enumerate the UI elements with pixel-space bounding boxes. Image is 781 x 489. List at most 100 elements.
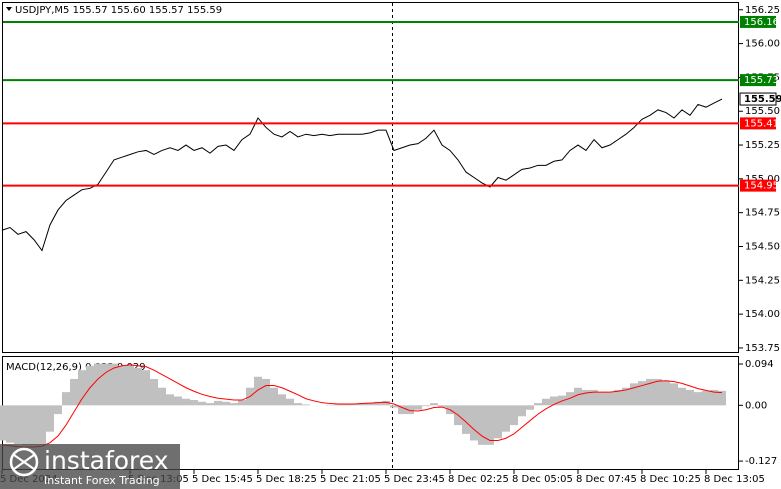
macd-bar [198, 401, 206, 406]
macd-bar [22, 405, 30, 445]
macd-bar [686, 389, 694, 406]
macd-bar [534, 403, 542, 406]
macd-bar [286, 398, 294, 406]
level-label: 155.41 [744, 118, 779, 129]
level-label-box [740, 179, 776, 192]
macd-bar [550, 396, 558, 406]
macd-bar [222, 401, 230, 406]
macd-bar [262, 378, 270, 406]
macd-bar [174, 396, 182, 406]
macd-bar [518, 405, 526, 417]
macd-bar [270, 387, 278, 406]
x-tick-label: 8 Dec 13:05 [704, 474, 765, 485]
macd-bar [398, 405, 406, 415]
macd-bar [158, 387, 166, 406]
current-price-label: 155.59 [744, 94, 781, 105]
macd-bar [118, 365, 126, 406]
macd-bar [334, 404, 342, 406]
macd-bar [166, 394, 174, 406]
signal-line [1, 364, 723, 448]
y-tick-label: -0.127 [745, 456, 777, 467]
macd-bar [702, 390, 710, 406]
level-label: 154.95 [744, 181, 779, 192]
x-tick-label: 8 Dec 10:25 [640, 474, 701, 485]
y-tick-label: 156.25 [745, 5, 780, 16]
macd-bar [542, 398, 550, 406]
macd-bar [342, 403, 350, 406]
title-icon [6, 7, 12, 11]
macd-bar [70, 378, 78, 406]
macd-bar [278, 394, 286, 406]
macd-bar [78, 370, 86, 406]
plot: 156.25156.00155.75155.50155.25155.00154.… [0, 5, 781, 485]
logo: instaforex Instant Forex Trading [0, 444, 180, 489]
macd-bar [382, 400, 390, 406]
x-tick-label: 5 Dec 23:45 [384, 474, 445, 485]
macd-bar [390, 405, 398, 408]
macd-bar [718, 390, 726, 406]
macd-bar [110, 363, 118, 406]
macd-bar [438, 405, 446, 408]
macd-bar [710, 389, 718, 406]
macd-bar [366, 402, 374, 406]
macd-bar [462, 405, 470, 434]
macd-bar [574, 387, 582, 406]
macd-bar [86, 365, 94, 406]
macd-bar [62, 392, 70, 406]
macd-bar [374, 401, 382, 406]
y-tick-label: 153.75 [745, 343, 780, 354]
macd-bar [14, 405, 22, 444]
macd-bar [526, 405, 534, 410]
macd-bar [46, 405, 54, 432]
macd-bar [622, 387, 630, 406]
macd-bar [646, 378, 654, 406]
y-tick-label: 154.50 [745, 241, 780, 252]
level-label-box [740, 15, 776, 28]
macd-bar [294, 403, 302, 406]
macd-bar [414, 405, 422, 410]
macd-bar [358, 403, 366, 406]
price-line [1, 98, 723, 252]
x-tick-label: 8 Dec 05:05 [512, 474, 573, 485]
macd-bar [582, 389, 590, 406]
macd-bar [150, 378, 158, 406]
macd-bar [422, 405, 430, 407]
macd-bar [38, 405, 46, 445]
logo-icon-cross [13, 454, 35, 470]
x-tick-label: 5 Dec 21:05 [320, 474, 381, 485]
macd-bar [230, 403, 238, 406]
macd-bar [510, 405, 518, 426]
macd-bar [654, 378, 662, 406]
y-tick-label: 156.00 [745, 39, 780, 50]
y-tick-label: 155.25 [745, 140, 780, 151]
macd-bar [494, 405, 502, 439]
current-price-box [739, 92, 777, 106]
y-tick-label: 155.50 [745, 106, 780, 117]
y-tick-label: 155.00 [745, 174, 780, 185]
macd-bar [182, 398, 190, 406]
macd-bar [614, 389, 622, 406]
x-tick-label: 8 Dec 02:25 [448, 474, 509, 485]
macd-bar [630, 383, 638, 406]
macd-bar [406, 405, 414, 415]
macd-bar [142, 370, 150, 406]
y-tick-label: 154.25 [745, 275, 780, 286]
macd-bar [694, 392, 702, 406]
macd-bar [302, 404, 310, 406]
y-tick-label: 0.00 [745, 400, 767, 411]
macd-bar [214, 400, 222, 406]
macd-bar [678, 387, 686, 406]
macd-bar [134, 367, 142, 406]
macd-bar [30, 405, 38, 445]
macd-bar [190, 400, 198, 406]
macd-bar [94, 363, 102, 406]
macd-bar [254, 376, 262, 406]
macd-bar [430, 403, 438, 406]
macd-bar [590, 389, 598, 406]
level-label-box [740, 117, 776, 130]
y-tick-label: 154.75 [745, 208, 780, 219]
macd-bar [638, 381, 646, 406]
macd-bar [662, 381, 670, 406]
